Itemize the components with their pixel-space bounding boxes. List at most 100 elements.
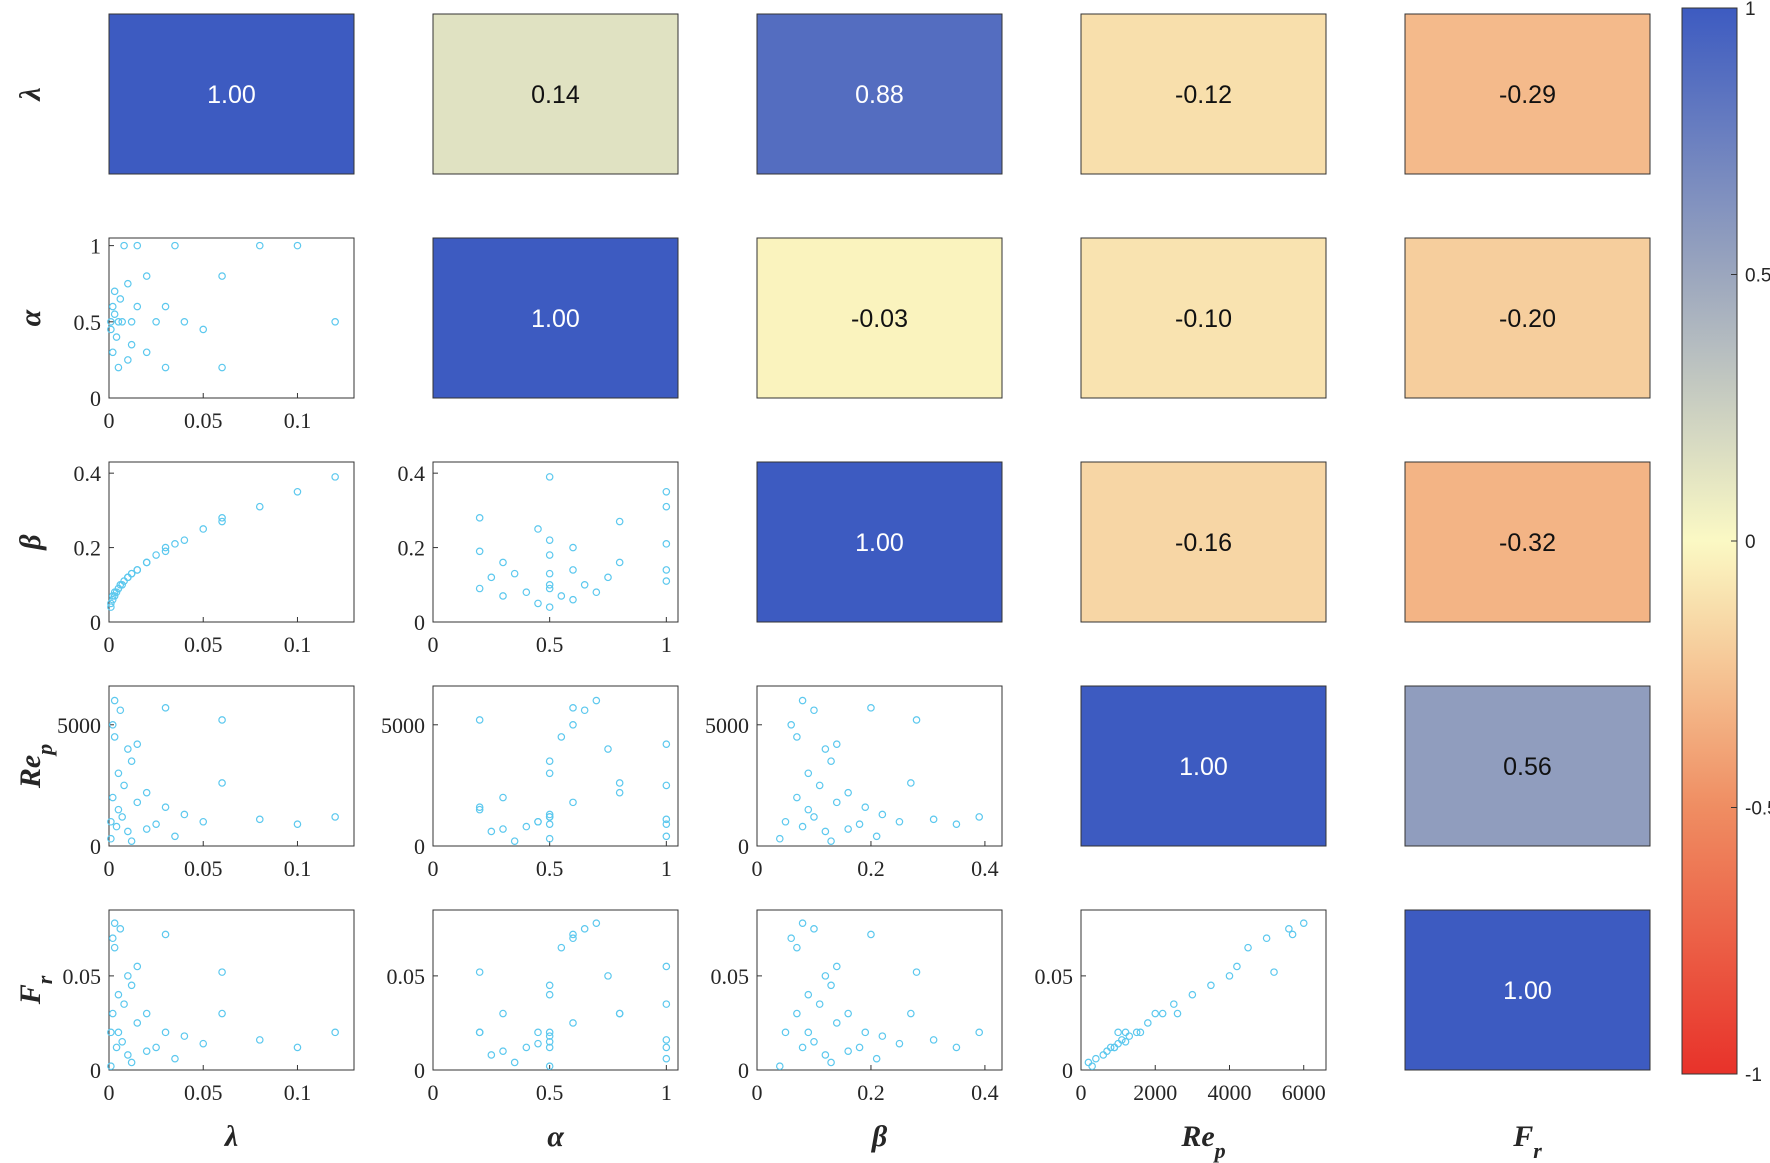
scatter-point xyxy=(171,1054,179,1063)
x-tick-label: 0 xyxy=(428,632,439,657)
scatter-point xyxy=(844,788,852,797)
y-tick-label: 0.05 xyxy=(711,964,750,989)
scatter-point xyxy=(127,1058,136,1067)
x-tick-label: 1 xyxy=(661,856,672,881)
scatter-point xyxy=(662,566,671,574)
scatter-point xyxy=(1262,934,1271,943)
x-tick-label: 0 xyxy=(104,632,115,657)
scatter-point xyxy=(218,1009,226,1018)
scatter-point xyxy=(781,1028,790,1037)
y-tick-label: 5000 xyxy=(381,713,425,738)
scatter-point xyxy=(1158,1009,1167,1018)
scatter-point xyxy=(218,363,226,372)
y-tick-label: 0 xyxy=(738,1058,749,1083)
scatter-point xyxy=(1110,1043,1119,1052)
x-tick-label: 1 xyxy=(661,1080,672,1105)
scatter-point xyxy=(127,569,136,578)
heat-cell-value-lambda-alpha: 0.14 xyxy=(531,81,580,109)
scatter-point xyxy=(120,1000,128,1008)
scatter-point xyxy=(108,934,117,943)
x-tick-label: 0.05 xyxy=(184,856,223,881)
scatter-point xyxy=(293,820,302,828)
scatter-point xyxy=(171,832,179,841)
scatter-alpha-vs-lambda: 0 0.05 0.1 0 0.5 1 xyxy=(74,234,355,433)
heat-cell-rect-lambda-beta xyxy=(756,13,1003,175)
x-axis-label-lambda-symbol: λ xyxy=(223,1120,238,1153)
scatter-point xyxy=(662,740,671,748)
scatter-point xyxy=(114,318,123,326)
heat-cell-value-alpha-beta: -0.03 xyxy=(851,305,908,333)
scatter-point xyxy=(199,817,208,826)
scatter-point xyxy=(787,720,795,729)
scatter-point xyxy=(180,536,189,544)
scatter-point xyxy=(161,363,170,372)
scatter-point xyxy=(107,1028,115,1037)
scatter-point xyxy=(534,1028,542,1037)
heat-cell-rect-lambda-Rep xyxy=(1080,13,1327,175)
scatter-point xyxy=(331,473,339,481)
scatter-point xyxy=(615,779,624,787)
scatter-point xyxy=(110,733,119,741)
scatter-frame-alpha-vs-lambda xyxy=(108,237,355,399)
scatter-point xyxy=(499,592,507,600)
y-tick-label: 5000 xyxy=(705,713,749,738)
x-axis-label-Fr-symbol: F xyxy=(1512,1120,1533,1153)
scatter-Rep-vs-lambda: 0 0.05 0.1 0 5000 xyxy=(57,685,355,881)
heat-cell-rect-alpha-alpha xyxy=(432,237,679,399)
scatter-point xyxy=(1207,981,1215,990)
heat-cell-value-alpha-Fr: -0.20 xyxy=(1499,305,1556,333)
scatter-point xyxy=(110,287,119,296)
x-tick-label: 0.05 xyxy=(184,408,223,433)
heat-cell-value-lambda-lambda: 1.00 xyxy=(207,81,256,109)
scatter-point xyxy=(793,793,801,802)
scatter-point xyxy=(475,716,484,724)
heat-cell-beta-Fr: -0.32 xyxy=(1404,461,1651,623)
scatter-point xyxy=(804,990,813,999)
scatter-point xyxy=(1285,925,1293,933)
scatter-point xyxy=(793,943,801,952)
y-axis-label-lambda-symbol: λ xyxy=(14,87,47,102)
scatter-point xyxy=(108,1009,117,1018)
scatter-point xyxy=(112,822,121,831)
scatter-point xyxy=(116,295,125,303)
scatter-point xyxy=(821,972,830,980)
x-tick-label: 0 xyxy=(104,856,115,881)
scatter-point xyxy=(522,1043,531,1052)
scatter-point xyxy=(827,837,835,845)
x-tick-label: 0.5 xyxy=(536,856,564,881)
heat-cell-rect-Rep-Rep xyxy=(1080,685,1327,847)
scatter-point xyxy=(114,990,123,999)
scatter-point xyxy=(1151,1009,1160,1018)
scatter-point xyxy=(255,815,264,824)
scatter-point xyxy=(152,318,160,326)
scatter-point xyxy=(110,943,119,952)
scatter-beta-vs-alpha: 0 0.5 1 0 0.2 0.4 xyxy=(398,461,679,657)
scatter-point xyxy=(832,962,841,971)
scatter-point xyxy=(1144,1019,1152,1027)
scatter-point xyxy=(895,817,904,826)
scatter-point xyxy=(592,919,601,927)
x-tick-label: 0.4 xyxy=(971,856,999,881)
heat-cell-lambda-beta: 0.88 xyxy=(756,13,1003,175)
scatter-point xyxy=(293,1043,302,1052)
scatter-point xyxy=(475,968,484,976)
heat-cell-lambda-Fr: -0.29 xyxy=(1404,13,1651,175)
scatter-point xyxy=(907,1009,915,1018)
scatter-point xyxy=(499,1047,507,1055)
scatter-point xyxy=(255,502,264,511)
scatter-point xyxy=(171,540,179,548)
scatter-point xyxy=(569,798,577,807)
colorbar-tick-label: -0.5 xyxy=(1745,799,1770,820)
scatter-point xyxy=(569,543,577,552)
y-tick-label: 0 xyxy=(90,1058,101,1083)
x-tick-label: 0.4 xyxy=(971,1080,999,1105)
scatter-point xyxy=(1136,1028,1145,1037)
scatter-point xyxy=(545,603,554,611)
x-tick-label: 0.5 xyxy=(536,1080,564,1105)
y-tick-label: 1 xyxy=(90,234,101,259)
scatter-point xyxy=(545,1028,554,1037)
scatter-point xyxy=(662,1036,671,1044)
heat-cell-Rep-Fr: 0.56 xyxy=(1404,685,1651,847)
scatter-point xyxy=(124,827,132,836)
scatter-point xyxy=(832,798,841,807)
